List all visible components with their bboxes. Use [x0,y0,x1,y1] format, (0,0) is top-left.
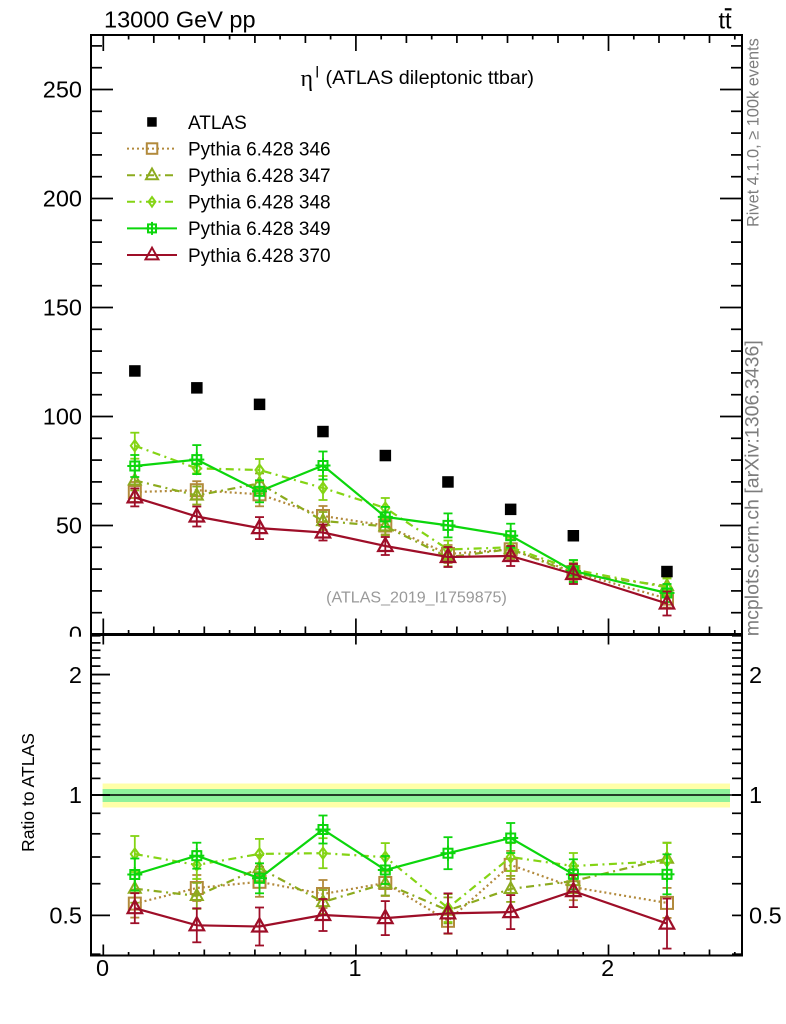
svg-text:13000 GeV pp: 13000 GeV pp [104,7,256,33]
svg-text:Rivet 4.1.0, ≥ 100k events: Rivet 4.1.0, ≥ 100k events [745,38,763,227]
svg-text:0: 0 [96,955,109,981]
svg-text:Pythia 6.428 370: Pythia 6.428 370 [188,246,331,267]
svg-text:50: 50 [56,513,82,539]
svg-text:2: 2 [601,955,614,981]
svg-text:0.5: 0.5 [749,903,782,929]
svg-text:ATLAS: ATLAS [188,113,247,134]
svg-text:100: 100 [43,404,82,430]
svg-text:250: 250 [43,77,82,103]
svg-text:tt: tt [719,8,733,34]
svg-text:2: 2 [749,662,762,688]
svg-text:1: 1 [749,782,762,808]
svg-text:Pythia 6.428 347: Pythia 6.428 347 [188,166,331,187]
svg-text:(ATLAS dileptonic ttbar): (ATLAS dileptonic ttbar) [326,67,535,89]
svg-text:Pythia 6.428 348: Pythia 6.428 348 [188,193,331,214]
svg-text:1: 1 [349,955,362,981]
svg-text:mcplots.cern.ch [arXiv:1306.34: mcplots.cern.ch [arXiv:1306.3436] [742,340,764,636]
svg-text:0.5: 0.5 [49,903,82,929]
svg-text:l: l [316,65,319,82]
svg-text:150: 150 [43,295,82,321]
svg-text:2: 2 [69,662,82,688]
svg-text:(ATLAS_2019_I1759875): (ATLAS_2019_I1759875) [326,589,507,607]
svg-text:1: 1 [69,782,82,808]
svg-text:Ratio to ATLAS: Ratio to ATLAS [18,733,38,852]
svg-text:η: η [301,66,314,92]
svg-text:200: 200 [43,186,82,212]
svg-text:Pythia 6.428 346: Pythia 6.428 346 [188,139,331,160]
svg-text:Pythia 6.428 349: Pythia 6.428 349 [188,219,331,240]
